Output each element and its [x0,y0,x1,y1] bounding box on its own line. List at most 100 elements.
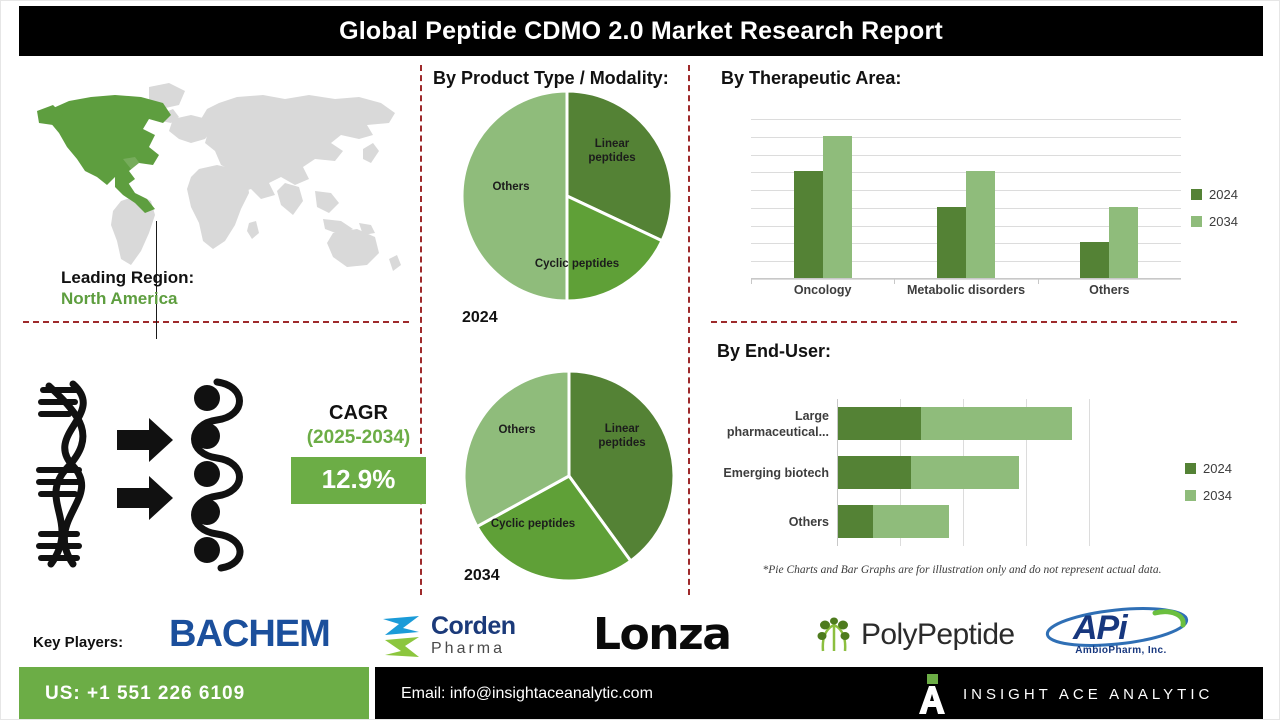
cagr-block: CAGR (2025-2034) 12.9% [291,401,426,504]
hbar-category-label: Emerging biotech [701,465,829,481]
bar-gridline [751,154,1181,156]
footer-brand-wrap: INSIGHT ACE ANALYTIC [915,674,1213,714]
api-wordmark: APi [1073,609,1128,647]
bar-gridline [751,119,1181,120]
map-leader-line [156,221,157,339]
footer-phone-block[interactable]: US: +1 551 226 6109 [19,667,369,719]
leading-region-value: North America [61,289,178,308]
footer-info-block: Email: info@insightaceanalytic.com INSIG… [375,667,1263,719]
api-sub: AmbioPharm, Inc. [1075,645,1167,656]
pie-2034-label-cyclic: Cyclic peptides [490,518,576,530]
corden-swoosh-icon [383,616,419,657]
pie-2024-label-cyclic: Cyclic peptides [534,258,620,270]
pie-2034-label-others: Others [498,424,536,436]
pie-2034-label-linear-l2: peptides [598,437,646,449]
footer-phone: US: +1 551 226 6109 [45,683,246,704]
section-title-end-user: By End-User: [717,341,832,361]
hbar-y-axis [837,399,838,546]
legend-therapeutic-area: 2024 2034 [1191,187,1238,241]
therapeutic-area-bar-chart [751,118,1181,284]
bar-axis-tick [1037,279,1039,284]
pie-2024-label-linear-l2: peptides [588,152,636,164]
logo-corden-pharma: Corden Pharma [379,611,516,659]
bar-chart-x-axis [751,278,1181,279]
hbar-segment-2024 [838,407,922,440]
header-bar: Global Peptide CDMO 2.0 Market Research … [19,6,1263,56]
bar-2034 [965,171,995,278]
bar-axis-tick [751,279,752,284]
pie-2024-label-others: Others [492,181,530,193]
bar-category-label: Metabolic disorders [906,283,1026,297]
corden-name: Corden [431,611,516,640]
legend-label-end-user-2024: 2024 [1203,461,1232,476]
bar-group [1038,118,1181,278]
cagr-years: (2025-2034) [306,427,411,448]
bar-gridline [751,279,1181,280]
north-america-highlight-2 [115,177,155,213]
insightace-logo-icon [919,674,945,714]
cagr-value: 12.9% [291,457,426,504]
logo-ambiopharm-api: APi AmbioPharm, Inc. [1045,607,1189,656]
pie-2024-svg [460,89,674,303]
cagr-title: CAGR [329,402,388,424]
world-map-svg [37,83,401,271]
charts-disclaimer: *Pie Charts and Bar Graphs are for illus… [762,564,1162,576]
pie-2034-label-linear: Linear peptides [582,422,662,450]
page-title: Global Peptide CDMO 2.0 Market Research … [339,16,943,45]
pie-slice [474,474,633,583]
footer-brand-text: INSIGHT ACE ANALYTIC [963,685,1214,703]
cagr-panel: CAGR (2025-2034) 12.9% [21,356,426,596]
pie-slice [460,89,569,303]
bar-2024 [1080,242,1110,278]
pie-chart-2034: Linear peptides Cyclic peptides Others [462,369,676,583]
hbar-segment-2034 [911,456,1020,489]
leading-region-label: Leading Region: [61,268,195,287]
divider-horizontal-left [23,321,409,323]
north-america-highlight [49,95,171,185]
pie-slice [565,193,665,303]
hbar-segment-2024 [838,456,912,489]
logo-lonza: Lonza [593,609,732,660]
pie-2024-label-linear-l1: Linear [594,138,630,150]
corden-sub: Pharma [431,639,506,657]
hbar-category-label-line: Emerging biotech [723,465,829,480]
bar-2034 [1109,206,1139,278]
dna-to-peptide-icon [36,378,244,572]
hbar-group [838,505,949,538]
bar-2024 [793,171,823,278]
hbar-category-label: Others [701,514,829,530]
pie-2034-label-linear-l1: Linear [604,423,640,435]
legend-item-2024: 2024 [1191,187,1238,202]
bar-axis-tick [894,279,896,284]
leading-region-block: Leading Region: North America [61,267,381,310]
pie-slice [565,89,674,243]
logo-bachem: BACHEM [169,613,331,655]
bar-category-label: Oncology [793,283,852,297]
key-players-label: Key Players: [33,634,124,651]
pie-2034-year: 2034 [464,567,500,584]
hbar-group [838,407,1073,440]
hbar-gridline [1026,399,1027,546]
polypeptide-wordmark: PolyPeptide [861,618,1015,651]
legend-label-end-user-2034: 2034 [1203,488,1232,503]
polypeptide-mark-icon [817,617,850,652]
legend-swatch-2024 [1191,189,1202,200]
hbar-segment-2034 [921,407,1073,440]
logo-polypeptide: PolyPeptide [813,615,1015,655]
leading-region-panel [23,73,409,339]
footer-email[interactable]: Email: info@insightaceanalytic.com [401,685,653,702]
legend-label-2034: 2034 [1209,214,1238,229]
legend-swatch-2034 [1191,216,1202,227]
bar-2034 [822,135,852,278]
bar-group [894,118,1037,278]
hbar-segment-2024 [838,505,874,538]
pie-2034-svg [462,369,676,583]
pie-2024-label-linear: Linear peptides [572,137,652,165]
hbar-segment-2034 [873,505,949,538]
legend-item-end-user-2034: 2034 [1185,488,1232,503]
hbar-gridline [1089,399,1090,546]
alaska-highlight [37,105,63,125]
hbar-category-label-line: pharmaceutical... [726,424,829,439]
divider-vertical-left [420,65,422,595]
